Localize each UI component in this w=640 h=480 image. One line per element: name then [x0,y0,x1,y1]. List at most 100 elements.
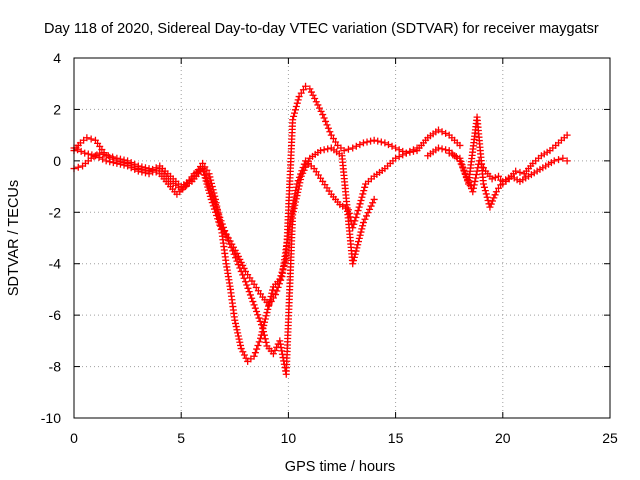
data-point-fill [291,201,299,209]
data-point [216,213,224,221]
data-point-fill [369,199,377,207]
data-point-fill [106,158,114,166]
data-point-fill [251,304,259,312]
data-point-fill [262,338,270,346]
data-point-fill [483,193,491,201]
data-point-fill [244,284,252,292]
data-point-fill [481,187,489,195]
data-point-fill [74,163,82,171]
data-point-fill [255,314,263,322]
data-point [272,291,280,299]
data-point-fill [356,200,364,208]
data-point [469,188,477,196]
data-point [563,157,571,165]
data-point [102,157,110,165]
data-point-fill [366,205,374,213]
data-point-fill [470,181,478,189]
data-point-fill [290,204,298,212]
data-point-fill [399,151,407,159]
data-point-fill [208,191,216,199]
data-point-fill [268,289,276,297]
y-axis-label: SDTVAR / TECUs [6,180,22,296]
data-point-fill [109,153,117,161]
x-tick-label: 10 [281,430,297,446]
data-point-fill [277,276,285,284]
data-point-fill [296,179,304,187]
data-point [370,136,378,144]
data-point [81,149,89,157]
data-point-fill [239,348,247,356]
data-point [512,167,520,175]
data-point [302,82,310,90]
data-point [370,195,378,203]
data-point-fill [311,95,319,102]
data-point-fill [292,195,300,203]
data-point-fill [207,176,215,184]
data-series [70,144,378,378]
data-point-fill [230,250,238,258]
data-point [231,316,239,324]
data-point-fill [320,114,328,122]
y-tick-label: -8 [49,359,62,375]
y-tick-label: -2 [49,204,62,220]
data-point-fill [460,167,468,175]
data-point [306,85,314,93]
data-point-fill [260,331,268,339]
data-point-fill [471,177,479,185]
data-point-fill [388,142,396,150]
data-point-fill [324,124,332,132]
data-point-fill [200,168,208,176]
data-point-fill [264,305,272,313]
data-point-fill [202,174,210,182]
data-point-fill [109,159,117,167]
data-point-fill [358,193,366,201]
data-point-fill [367,137,375,145]
data-point [434,144,442,152]
data-point-fill [218,220,226,228]
data-point-fill [314,101,322,109]
data-point [317,147,325,155]
x-tick-label: 0 [70,430,78,446]
data-point [297,172,305,180]
data-point-fill [363,138,371,146]
data-point [413,144,421,152]
data-points [70,82,571,378]
data-point-fill [353,244,361,252]
data-point-fill [232,254,240,262]
data-point-fill [120,161,128,169]
data-point-fill [438,128,446,136]
data-point-fill [324,145,332,153]
data-point-fill [354,207,362,215]
data-point [456,141,464,149]
x-axis-label: GPS time / hours [285,459,395,475]
data-point-fill [232,319,240,327]
grid [74,58,610,418]
data-point-fill [206,184,214,192]
data-point-fill [246,291,254,299]
data-point-fill [353,210,361,218]
data-point-fill [359,222,367,230]
data-point-fill [294,185,302,193]
data-point-fill [253,307,261,315]
data-point-fill [243,281,251,289]
x-tick-label: 20 [495,430,511,446]
data-point-fill [320,146,328,154]
data-point-fill [215,210,223,218]
data-point-fill [323,121,331,129]
data-point [402,149,410,157]
data-point [134,167,142,175]
y-tick-label: -10 [41,410,61,426]
data-point-fill [235,335,243,343]
data-point-fill [295,182,303,190]
data-series [445,113,571,211]
data-point-fill [229,247,237,255]
data-point-fill [360,187,368,195]
data-point [207,188,215,196]
data-point-fill [406,147,414,155]
data-point-fill [141,169,149,177]
data-point-fill [209,194,217,202]
data-point-fill [214,207,222,215]
data-point-fill [351,217,359,225]
data-point-fill [260,328,268,336]
data-point-fill [205,181,213,189]
